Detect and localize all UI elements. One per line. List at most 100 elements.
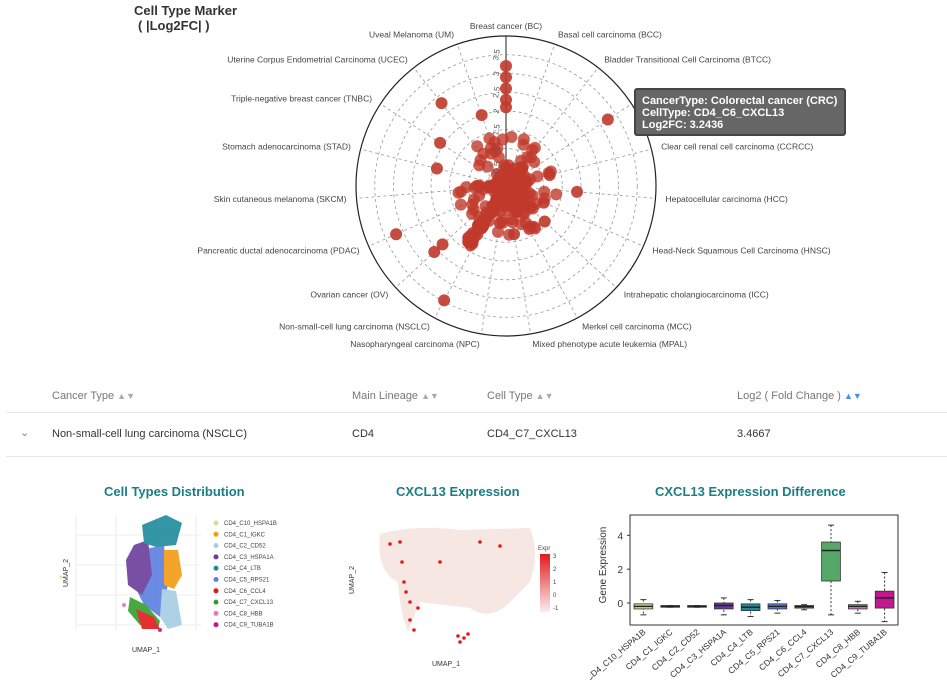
tooltip-cell-type: CellType: CD4_C6_CXCL13 bbox=[642, 107, 785, 119]
sort-desc-icon[interactable]: ▲▼ bbox=[843, 391, 862, 401]
radar-point[interactable] bbox=[601, 113, 614, 126]
expression-hot-cell bbox=[404, 590, 408, 594]
header-log2fc[interactable]: Log2 ( Fold Change ) ▲▼ bbox=[737, 382, 862, 410]
expression-hot-cell bbox=[466, 632, 470, 636]
radar-cloud-point bbox=[474, 180, 487, 193]
radar-category-labels: Breast cancer (BC) Basal cell carcinoma (… bbox=[197, 21, 830, 349]
distribution-title: Cell Types Distribution bbox=[104, 484, 245, 499]
boxplot-ytick-label: 4 bbox=[617, 531, 623, 542]
radar-category-label: Skin cutaneous melanoma (SKCM) bbox=[214, 194, 347, 204]
legend-label: CD4_C5_RPS21 bbox=[224, 578, 270, 584]
sort-icon[interactable]: ▲▼ bbox=[117, 391, 135, 401]
radar-tick-label: 3.5 bbox=[491, 48, 502, 61]
radar-cloud-point bbox=[499, 163, 512, 176]
header-cancer-type[interactable]: Cancer Type ▲▼ bbox=[52, 382, 135, 410]
expression-hot-cell bbox=[438, 560, 442, 564]
expression-hotspots bbox=[388, 540, 502, 644]
radar-category-label: Merkel cell carcinoma (MCC) bbox=[582, 322, 692, 332]
expression-scale-tick: 2 bbox=[553, 567, 557, 573]
header-cell-type[interactable]: Cell Type ▲▼ bbox=[487, 382, 553, 410]
radar-cloud-point bbox=[475, 219, 488, 232]
cluster-cd4-c6 bbox=[136, 609, 160, 629]
header-log2fc-label: Log2 ( Fold Change ) bbox=[737, 390, 841, 402]
radar-tick-label: 2 bbox=[492, 108, 502, 114]
radar-points bbox=[390, 60, 614, 307]
radar-tick-labels: 0.5 1 1.5 2 2.5 3 3.5 bbox=[491, 48, 502, 174]
expression-scale-title: Expr bbox=[538, 546, 550, 552]
legend-swatch bbox=[213, 610, 219, 616]
difference-title: CXCL13 Expression Difference bbox=[655, 484, 846, 499]
radar-cloud-point bbox=[550, 188, 563, 201]
radar-point[interactable] bbox=[390, 228, 403, 241]
cell-cell-type: CD4_C7_CXCL13 bbox=[487, 428, 577, 440]
radar-point[interactable] bbox=[435, 97, 448, 110]
radar-point[interactable] bbox=[538, 215, 551, 228]
radar-category-label: Clear cell renal cell carcinoma (CCRCC) bbox=[661, 142, 813, 152]
legend-swatch bbox=[213, 565, 219, 571]
radar-point[interactable] bbox=[493, 216, 506, 229]
radar-tick-label: 1 bbox=[492, 145, 502, 151]
radar-point[interactable] bbox=[537, 196, 550, 209]
radar-tick-label: 3 bbox=[492, 70, 502, 76]
legend-swatch bbox=[213, 577, 219, 582]
cell-cancer-type: Non-small-cell lung carcinoma (NSCLC) bbox=[52, 428, 247, 440]
expand-row-icon[interactable]: ⌄ bbox=[20, 427, 30, 439]
radar-ring bbox=[430, 110, 582, 262]
legend-label: CD4_C6_CCL4 bbox=[224, 589, 266, 595]
boxplot-x-labels: CD4_C10_HSPA1BCD4_C1_IGKCCD4_C2_CD52CD4_… bbox=[590, 627, 889, 683]
radar-point[interactable] bbox=[523, 222, 536, 235]
expression-hot-cell bbox=[408, 600, 412, 604]
radar-point[interactable] bbox=[438, 294, 451, 307]
row-divider bbox=[6, 456, 947, 457]
radar-chart[interactable]: Breast cancer (BC) Basal cell carcinoma (… bbox=[0, 0, 947, 375]
radar-cloud-point bbox=[510, 206, 523, 219]
legend-swatch bbox=[213, 543, 219, 549]
radar-cloud-point bbox=[471, 140, 484, 153]
distribution-xlabel: UMAP_1 bbox=[132, 647, 160, 654]
radar-tooltip: CancerType: Colorectal cancer (CRC) Cell… bbox=[634, 88, 846, 136]
radar-point[interactable] bbox=[428, 246, 441, 259]
sort-icon[interactable]: ▲▼ bbox=[421, 391, 439, 401]
radar-category-label: Breast cancer (BC) bbox=[470, 21, 542, 31]
expression-scale-tick: 1 bbox=[553, 580, 557, 586]
expression-scale-tick: -1 bbox=[553, 606, 559, 612]
radar-title: Cell Type Marker ( |Log2FC| ) bbox=[134, 3, 237, 33]
radar-category-label: Basal cell carcinoma (BCC) bbox=[558, 30, 662, 40]
radar-point[interactable] bbox=[500, 82, 512, 95]
header-main-lineage[interactable]: Main Lineage ▲▼ bbox=[352, 382, 439, 410]
radar-point[interactable] bbox=[543, 168, 556, 181]
radar-cloud-point bbox=[531, 170, 544, 183]
radar-point[interactable] bbox=[571, 185, 584, 198]
sort-icon[interactable]: ▲▼ bbox=[535, 391, 554, 401]
expression-hot-cell bbox=[462, 636, 466, 640]
radar-point[interactable] bbox=[500, 101, 512, 114]
radar-cloud-point bbox=[517, 138, 530, 151]
legend-label: CD4_C4_LTB bbox=[224, 566, 261, 572]
radar-point[interactable] bbox=[500, 60, 512, 72]
radar-cloud-point bbox=[480, 206, 493, 219]
radar-point[interactable] bbox=[475, 109, 488, 122]
cluster-cd4-c2 bbox=[160, 589, 182, 629]
radar-title-line2: ( |Log2FC| ) bbox=[138, 18, 210, 33]
results-table: Cancer Type ▲▼ Main Lineage ▲▼ Cell Type ▲▼… bbox=[6, 382, 947, 462]
radar-category-label: Intrahepatic cholangiocarcinoma (ICC) bbox=[624, 289, 769, 299]
expression-scale-ticks: 3 2 1 0 -1 bbox=[553, 554, 559, 612]
boxplot-ytick-label: 0 bbox=[617, 599, 623, 610]
radar-point-cloud bbox=[452, 130, 563, 252]
radar-cloud-point bbox=[492, 225, 505, 238]
radar-cloud-point bbox=[481, 160, 494, 173]
radar-ring bbox=[411, 91, 601, 281]
cell-log2fc: 3.4667 bbox=[737, 428, 771, 440]
radar-category-label: Uveal Melanoma (UM) bbox=[369, 30, 454, 40]
radar-cloud-point bbox=[528, 156, 541, 169]
radar-point[interactable] bbox=[508, 228, 521, 241]
radar-point[interactable] bbox=[436, 238, 449, 251]
distribution-legend: CD4_C10_HSPA1B CD4_C1_IGKC CD4_C2_CD52 CD4_… bbox=[213, 520, 277, 629]
radar-point[interactable] bbox=[500, 71, 512, 84]
cluster-cd4-c10 bbox=[59, 575, 63, 579]
radar-point[interactable] bbox=[434, 136, 447, 149]
radar-point[interactable] bbox=[430, 162, 443, 175]
radar-category-label: Mixed phenotype acute leukemia (MPAL) bbox=[532, 339, 687, 349]
expression-hot-cell bbox=[408, 618, 412, 622]
header-main-lineage-label: Main Lineage bbox=[352, 390, 419, 402]
